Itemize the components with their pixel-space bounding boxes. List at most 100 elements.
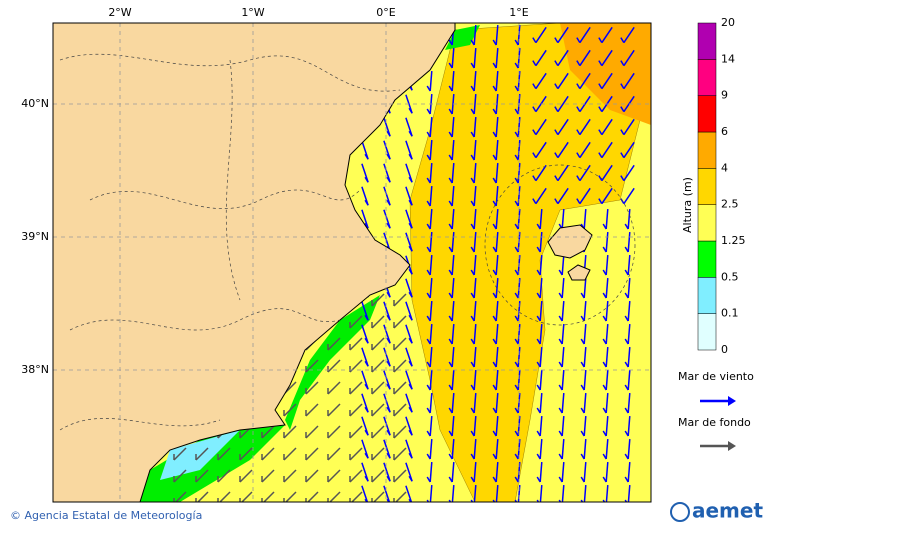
wave-arrow	[408, 452, 413, 459]
wave-arrow	[602, 269, 607, 276]
wave-arrow	[495, 208, 499, 230]
wave-arrow	[598, 60, 603, 67]
wave-arrow	[492, 108, 497, 115]
wave-arrow	[408, 245, 413, 252]
wave-arrow	[408, 475, 413, 482]
wave-arrow	[408, 314, 413, 321]
wave-arrow	[583, 300, 587, 322]
colorbar-label: 9	[721, 89, 728, 102]
wave-arrow	[536, 315, 541, 322]
wave-arrow	[514, 200, 519, 207]
wave-arrow	[532, 60, 537, 67]
wave-arrow	[602, 430, 607, 437]
wave-arrow	[583, 392, 587, 414]
wave-arrow	[602, 315, 607, 322]
wave-arrow	[627, 415, 631, 437]
wave-arrow	[448, 361, 453, 368]
wave-arrow	[536, 223, 541, 230]
colorbar-label: 0.1	[721, 307, 739, 320]
credit: © Agencia Estatal de Meteorología	[10, 509, 202, 522]
wave-arrow	[602, 499, 606, 502]
wave-arrow	[495, 277, 499, 299]
wave-arrow	[580, 476, 585, 483]
wave-arrow	[470, 407, 475, 414]
wave-arrow	[393, 359, 407, 373]
wave-arrow	[283, 403, 297, 417]
wave-arrow	[386, 475, 391, 482]
colorbar-bin	[697, 59, 717, 96]
wave-arrow	[557, 95, 569, 113]
wave-arrow	[598, 152, 603, 159]
wave-arrow	[602, 453, 607, 460]
wave-arrow	[386, 406, 391, 413]
wave-arrow	[470, 499, 474, 502]
wave-arrow	[371, 447, 385, 461]
wave-arrow	[448, 177, 453, 184]
wave-arrow	[605, 415, 609, 437]
wave-arrow	[536, 430, 541, 437]
wave-arrow	[429, 346, 433, 368]
wave-arrow	[364, 429, 369, 436]
wave-arrow	[196, 491, 209, 502]
wave-arrow	[448, 269, 453, 276]
wave-arrow	[261, 425, 275, 439]
wave-arrow	[624, 453, 629, 460]
wave-arrow	[539, 392, 543, 414]
wave-arrow	[305, 359, 319, 373]
wave-arrow	[470, 292, 475, 299]
wave-arrow	[393, 293, 407, 307]
wave-arrow	[426, 384, 431, 391]
wave-arrow	[394, 491, 407, 502]
wave-arrow	[448, 154, 453, 161]
wave-arrow	[554, 37, 559, 44]
wave-arrow	[470, 62, 475, 69]
wave-arrow	[429, 162, 433, 184]
wave-arrow	[364, 199, 369, 206]
wave-arrow	[539, 231, 543, 253]
legend-label: Mar de fondo	[678, 416, 751, 429]
wave-arrow	[539, 300, 543, 322]
wave-arrow	[470, 246, 475, 253]
wave-arrow	[557, 49, 569, 67]
wave-arrow	[561, 323, 565, 345]
wave-arrow	[535, 49, 547, 67]
wave-arrow	[386, 176, 391, 183]
wave-arrow	[624, 338, 629, 345]
wave-arrow	[535, 141, 547, 159]
wave-arrow	[217, 469, 231, 483]
wave-arrow	[451, 461, 455, 483]
wave-arrow	[624, 223, 629, 230]
wave-arrow	[495, 116, 499, 138]
wave-arrow	[195, 447, 209, 461]
wave-arrow	[426, 407, 431, 414]
wave-arrow	[627, 208, 631, 230]
wave-arrow	[492, 338, 497, 345]
wave-arrow	[605, 438, 609, 460]
wave-arrow	[580, 384, 585, 391]
wave-arrow	[492, 407, 497, 414]
wave-arrow	[558, 384, 563, 391]
wave-arrow	[386, 337, 391, 344]
wave-arrow	[364, 475, 369, 482]
wave-arrow	[539, 346, 543, 368]
wave-arrow	[554, 106, 559, 113]
wave-arrow	[451, 47, 455, 69]
wave-arrow	[495, 300, 499, 322]
wave-arrow	[514, 177, 519, 184]
wave-arrow	[451, 346, 455, 368]
wave-arrow	[620, 83, 625, 90]
wave-arrow	[601, 164, 613, 182]
wave-arrow	[627, 323, 631, 345]
wave-arrow	[514, 453, 519, 460]
wave-arrow	[470, 269, 475, 276]
wave-arrow	[451, 208, 455, 230]
wave-arrow	[470, 361, 475, 368]
wave-arrow	[473, 139, 477, 161]
wave-arrow	[620, 152, 625, 159]
wave-arrow	[554, 198, 559, 205]
wave-arrow	[429, 116, 433, 138]
colorbar-label: 20	[721, 16, 735, 29]
wave-arrow	[576, 60, 581, 67]
wave-arrow	[624, 430, 629, 437]
wave-arrow	[473, 438, 477, 460]
